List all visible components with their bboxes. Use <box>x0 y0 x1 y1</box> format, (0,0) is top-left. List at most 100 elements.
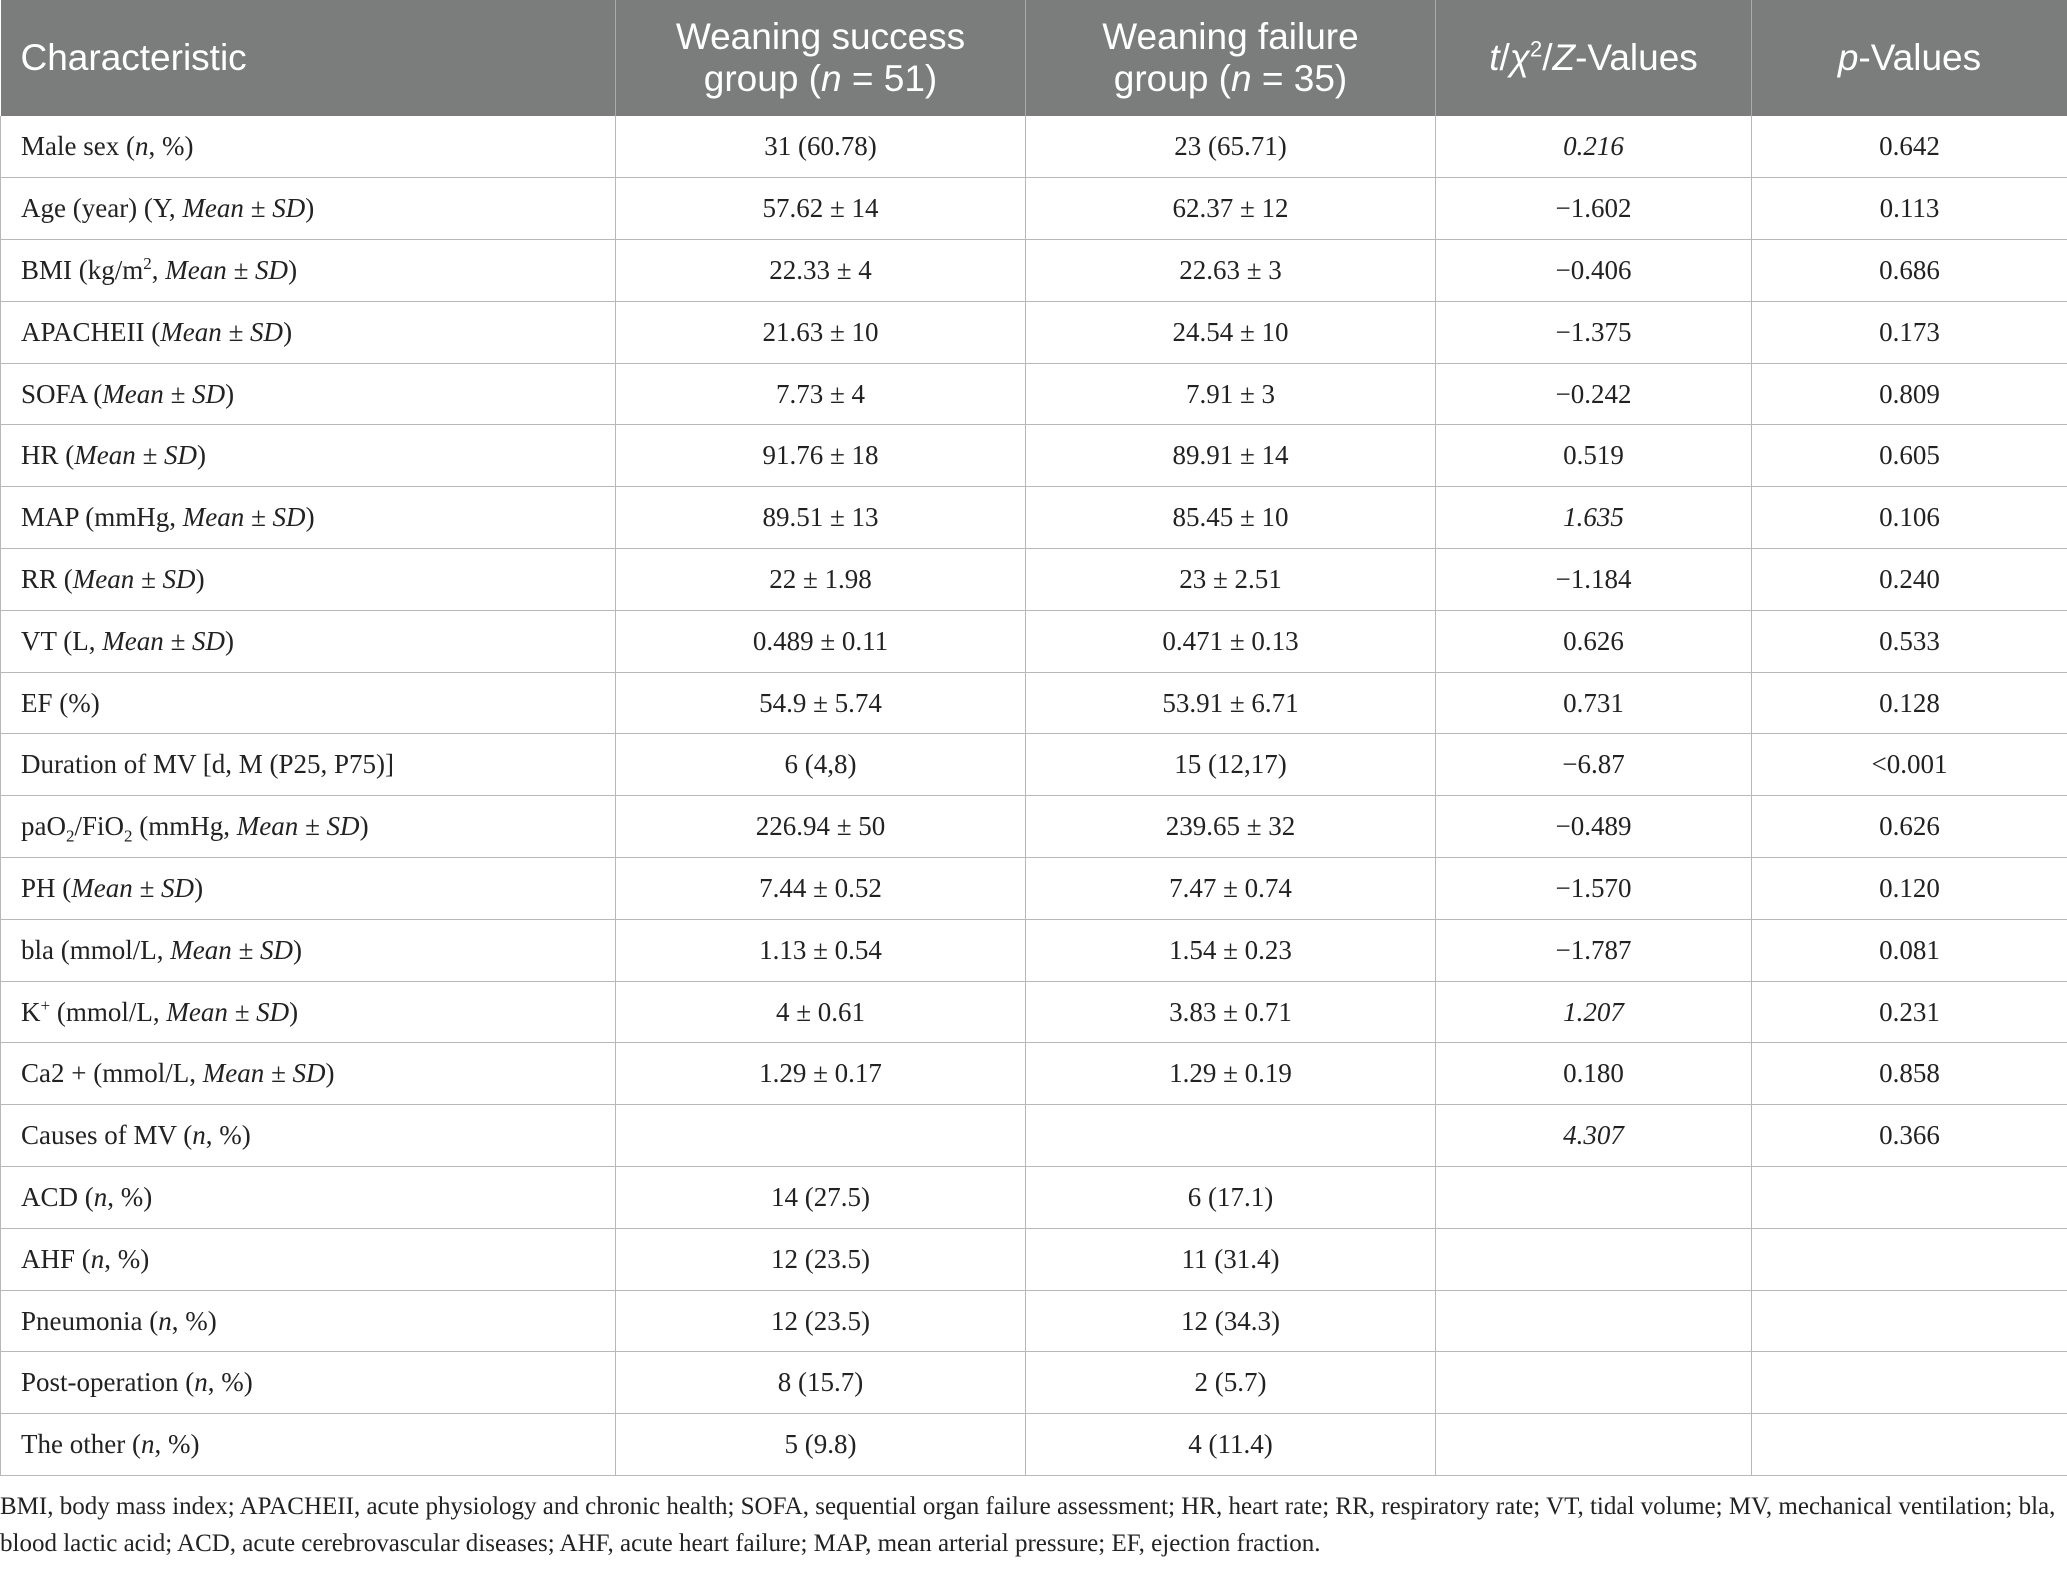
test-value-cell <box>1435 1351 1752 1415</box>
failure-value-cell: 11 (31.4) <box>1025 1228 1436 1291</box>
p-value-cell: 0.120 <box>1751 857 2067 920</box>
characteristic-text: n <box>134 131 149 162</box>
failure-value-cell: 239.65 ± 32 <box>1025 795 1436 859</box>
test-value-cell: 4.307 <box>1435 1104 1752 1168</box>
characteristic-cell: AHF (n, %) <box>0 1228 616 1291</box>
failure-value-cell: 6 (17.1) <box>1025 1166 1436 1229</box>
success-value-cell: 22.33 ± 4 <box>615 239 1026 302</box>
failure-value-cell: 4 (11.4) <box>1025 1413 1436 1477</box>
failure-value-cell: 62.37 ± 12 <box>1025 177 1436 241</box>
characteristic-text: + <box>40 995 51 1015</box>
characteristic-text: Mean ± SD <box>160 316 284 347</box>
characteristic-text: BMI (kg/m <box>21 254 144 285</box>
test-value-cell: −0.489 <box>1435 795 1752 859</box>
table-row: Male sex (n, %) 31 (60.78) 23 (65.71) 0.216… <box>0 116 2067 179</box>
test-value-cell: 0.519 <box>1435 424 1752 488</box>
characteristic-text: ) <box>288 254 298 285</box>
p-value-cell: 0.173 <box>1751 301 2067 364</box>
p-value-cell: 0.858 <box>1751 1042 2067 1106</box>
failure-value-cell: 23 (65.71) <box>1025 116 1436 179</box>
success-value-cell: 14 (27.5) <box>615 1166 1026 1229</box>
success-value-cell: 4 ± 0.61 <box>615 981 1026 1044</box>
test-value-cell: 1.207 <box>1435 981 1752 1044</box>
characteristic-text: Mean ± SD <box>166 996 290 1027</box>
characteristic-text: ACD ( <box>21 1181 94 1212</box>
characteristic-text: RR ( <box>21 563 73 594</box>
header-characteristic: Characteristic <box>0 0 616 116</box>
characteristic-cell: APACHEII (Mean ± SD) <box>0 301 616 364</box>
characteristic-text: EF (%) <box>21 687 100 718</box>
failure-value-cell: 7.47 ± 0.74 <box>1025 857 1436 920</box>
header-weaning-success: Weaning success group (n = 51) <box>615 0 1026 116</box>
characteristic-cell: The other (n, %) <box>0 1413 616 1477</box>
characteristic-text: n <box>93 1181 108 1212</box>
test-value-cell: −1.570 <box>1435 857 1752 920</box>
success-value-cell: 1.13 ± 0.54 <box>615 919 1026 982</box>
table-row: EF (%) 54.9 ± 5.74 53.91 ± 6.71 0.731 0.128 <box>0 672 2067 735</box>
failure-value-cell: 1.54 ± 0.23 <box>1025 919 1436 982</box>
p-value-cell: 0.686 <box>1751 239 2067 302</box>
characteristic-text: APACHEII ( <box>21 316 161 347</box>
failure-value-cell: 22.63 ± 3 <box>1025 239 1436 302</box>
p-value-cell: 0.081 <box>1751 919 2067 982</box>
failure-value-cell <box>1025 1104 1436 1168</box>
test-value-cell: −1.184 <box>1435 548 1752 611</box>
p-value-cell: 0.809 <box>1751 363 2067 426</box>
p-value-cell: 0.642 <box>1751 116 2067 179</box>
success-value-cell: 91.76 ± 18 <box>615 424 1026 488</box>
characteristic-text: Mean ± SD <box>74 440 198 471</box>
test-value-cell: −6.87 <box>1435 733 1752 797</box>
failure-value-cell: 2 (5.7) <box>1025 1351 1436 1415</box>
failure-value-cell: 85.45 ± 10 <box>1025 486 1436 550</box>
test-value-cell <box>1435 1228 1752 1291</box>
characteristic-text: (mmHg, <box>132 811 237 842</box>
characteristic-cell: HR (Mean ± SD) <box>0 424 616 488</box>
characteristic-text: ) <box>197 440 207 471</box>
p-value-cell: <0.001 <box>1751 733 2067 797</box>
success-value-cell: 12 (23.5) <box>615 1290 1026 1353</box>
table-row: K+ (mmol/L, Mean ± SD) 4 ± 0.61 3.83 ± 0.7… <box>0 981 2067 1044</box>
characteristic-text: VT (L, <box>21 625 103 656</box>
characteristic-cell: EF (%) <box>0 672 616 735</box>
characteristic-text: Mean ± SD <box>165 254 289 285</box>
characteristic-cell: Age (year) (Y, Mean ± SD) <box>0 177 616 241</box>
characteristic-cell: VT (L, Mean ± SD) <box>0 610 616 673</box>
failure-value-cell: 15 (12,17) <box>1025 733 1436 797</box>
table-row: VT (L, Mean ± SD) 0.489 ± 0.11 0.471 ± 0.1… <box>0 610 2067 673</box>
table-row: AHF (n, %) 12 (23.5) 11 (31.4) <box>0 1228 2067 1291</box>
table-row: bla (mmol/L, Mean ± SD) 1.13 ± 0.54 1.54 ±… <box>0 919 2067 982</box>
test-value-cell: 0.180 <box>1435 1042 1752 1106</box>
table-row: Age (year) (Y, Mean ± SD) 57.62 ± 14 62.37… <box>0 177 2067 241</box>
characteristic-text: Mean ± SD <box>170 934 294 965</box>
characteristic-text: Duration of MV [d, M (P25, P75)] <box>21 749 394 780</box>
characteristic-cell: Post-operation (n, %) <box>0 1351 616 1415</box>
characteristic-text: n <box>158 1305 172 1336</box>
characteristic-cell: Duration of MV [d, M (P25, P75)] <box>0 733 616 797</box>
characteristic-text: , %) <box>104 1243 150 1274</box>
success-value-cell: 8 (15.7) <box>615 1351 1026 1415</box>
characteristic-text: , %) <box>148 131 194 162</box>
table-row: HR (Mean ± SD) 91.76 ± 18 89.91 ± 14 0.519 0… <box>0 424 2067 488</box>
characteristic-text: Age (year) (Y, <box>21 193 183 224</box>
p-value-cell: 0.605 <box>1751 424 2067 488</box>
failure-value-cell: 24.54 ± 10 <box>1025 301 1436 364</box>
failure-value-cell: 7.91 ± 3 <box>1025 363 1436 426</box>
characteristic-text: Ca2 + (mmol/L, <box>21 1058 203 1089</box>
table-header: Characteristic Weaning success group (n … <box>0 0 2067 116</box>
table-footnote: BMI, body mass index; APACHEII, acute ph… <box>0 1493 2056 1557</box>
characteristic-text: Mean ± SD <box>102 625 226 656</box>
success-value-cell: 89.51 ± 13 <box>615 486 1026 550</box>
characteristic-text: , %) <box>154 1429 200 1460</box>
characteristic-text: , <box>151 254 166 285</box>
table-row: Post-operation (n, %) 8 (15.7) 2 (5.7) <box>0 1351 2067 1415</box>
p-value-cell: 0.533 <box>1751 610 2067 673</box>
characteristic-cell: PH (Mean ± SD) <box>0 857 616 920</box>
table-row: paO2/FiO2 (mmHg, Mean ± SD) 226.94 ± 50 23… <box>0 795 2067 859</box>
characteristic-text: bla (mmol/L, <box>21 934 171 965</box>
p-value-cell: 0.128 <box>1751 672 2067 735</box>
characteristic-text: Mean ± SD <box>71 872 195 903</box>
test-value-cell: 0.216 <box>1435 116 1752 179</box>
characteristic-text: AHF ( <box>21 1243 91 1274</box>
characteristic-text: paO <box>21 811 66 842</box>
success-value-cell: 7.44 ± 0.52 <box>615 857 1026 920</box>
